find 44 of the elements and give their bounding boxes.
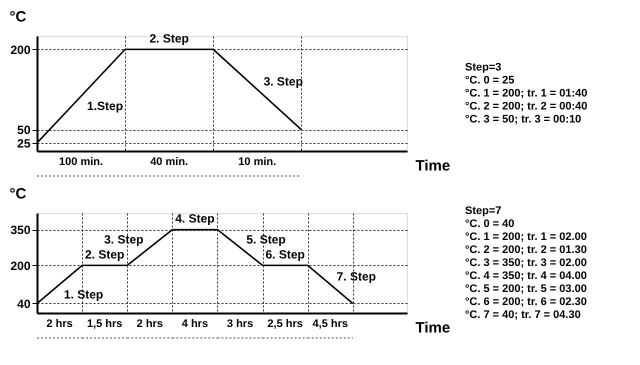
y-tick-label: 350: [10, 223, 31, 238]
text: 4 hrs: [182, 318, 208, 330]
annotation: 3. Step: [264, 74, 303, 88]
annotation: 4. Step: [175, 212, 215, 226]
text: 1,5 hrs: [86, 318, 122, 330]
text: °C. 6 = 200; tr. 6 = 02.30: [465, 296, 587, 308]
text: °C. 7 = 40; tr. 7 = 04.30: [465, 309, 581, 321]
x-axis-title: Time: [416, 158, 450, 174]
y-tick-label: 25: [17, 136, 31, 150]
text: °C. 0 = 40: [465, 218, 514, 230]
annotation: 2. Step: [149, 31, 189, 46]
text: 2 hrs: [46, 318, 73, 330]
text: Step=7: [465, 205, 502, 217]
text: °C. 0 = 25: [465, 74, 514, 86]
text: Step=3: [465, 62, 502, 74]
annotation: 1. Step: [64, 287, 104, 302]
text: 2 hrs: [136, 318, 163, 330]
text: °C. 4 = 350; tr. 4 = 04.00: [465, 270, 587, 282]
text: 4,5 hrs: [312, 318, 348, 330]
text: 100 min.: [59, 156, 104, 168]
annotation: 3. Step: [104, 232, 144, 247]
annotation: 5. Step: [246, 232, 286, 247]
text: 10 min.: [238, 156, 276, 168]
y-axis-title: °C: [10, 8, 26, 26]
text: °C. 5 = 200; tr. 5 = 03.00: [465, 283, 587, 295]
text: 2,5 hrs: [267, 318, 303, 330]
text: °C. 1 = 200; tr. 1 = 02.00: [465, 231, 587, 243]
annotation: 6. Step: [265, 247, 305, 262]
y-tick-label: 50: [17, 123, 31, 138]
y-tick-label: 200: [10, 42, 31, 57]
annotation: 2. Step: [85, 247, 124, 262]
text: °C. 2 = 200; tr. 2 = 01.30: [465, 244, 587, 256]
text: °C. 3 = 350; tr. 3 = 02.00: [465, 257, 587, 269]
annotation: 7. Step: [336, 269, 376, 284]
text: °C. 2 = 200; tr. 2 = 00:40: [465, 100, 588, 112]
annotation: 1.Step: [87, 99, 124, 114]
y-axis-title: °C: [10, 186, 26, 202]
text: °C. 1 = 200; tr. 1 = 01:40: [465, 88, 588, 100]
text: °C. 3 = 50; tr. 3 = 00:10: [465, 114, 582, 126]
text: 40 min.: [150, 156, 188, 168]
x-axis-title: Time: [416, 320, 450, 336]
text: 3 hrs: [226, 318, 254, 330]
y-tick-label: 200: [10, 258, 31, 273]
y-tick-label: 40: [17, 296, 31, 311]
